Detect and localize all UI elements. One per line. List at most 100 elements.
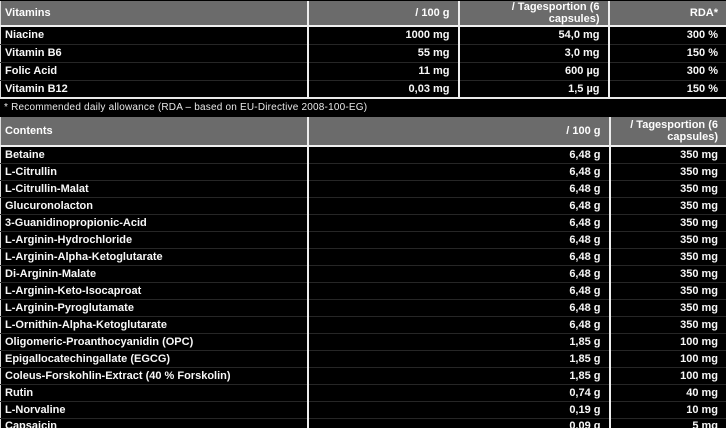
- per-100g-value: 6,48 g: [307, 162, 611, 180]
- per-100g-value: 0,74 g: [307, 383, 611, 401]
- per-100g-value: 6,48 g: [307, 315, 611, 333]
- portion-value: 350 mg: [609, 315, 726, 333]
- table-row: L-Arginin-Alpha-Ketoglutarate 6,48 g 350…: [0, 247, 726, 265]
- portion-value: 350 mg: [609, 230, 726, 248]
- portion-value: 350 mg: [609, 213, 726, 231]
- per-100g-value: 6,48 g: [307, 213, 611, 231]
- table-row: Betaine 6,48 g 350 mg: [0, 146, 726, 163]
- per-100g-value: 55 mg: [307, 43, 460, 62]
- portion-value: 350 mg: [609, 162, 726, 180]
- table-row: Niacine 1000 mg 54,0 mg 300 %: [0, 26, 726, 44]
- table-row: Folic Acid 11 mg 600 µg 300 %: [0, 61, 726, 80]
- per-100g-value: 1,85 g: [307, 332, 611, 350]
- vitamins-header-rda: RDA*: [608, 1, 726, 27]
- table-row: Vitamin B12 0,03 mg 1,5 µg 150 %: [0, 79, 726, 98]
- per-100g-value: 0,09 g: [307, 417, 611, 428]
- table-row: L-Arginin-Keto-Isocaproat 6,48 g 350 mg: [0, 281, 726, 299]
- per-100g-value: 1,85 g: [307, 366, 611, 384]
- ingredient-name: Epigallocatechingallate (EGCG): [0, 349, 309, 367]
- rda-footnote: * Recommended daily allowance (RDA – bas…: [4, 102, 368, 113]
- table-row: Coleus-Forskohlin-Extract (40 % Forskoli…: [0, 366, 726, 384]
- table-row: L-Ornithin-Alpha-Ketoglutarate 6,48 g 35…: [0, 315, 726, 333]
- portion-value: 100 mg: [609, 332, 726, 350]
- per-100g-value: 0,03 mg: [307, 79, 460, 98]
- table-row: L-Citrullin-Malat 6,48 g 350 mg: [0, 179, 726, 197]
- per-100g-value: 0,19 g: [307, 400, 611, 418]
- ingredient-name: L-Citrullin-Malat: [0, 179, 309, 197]
- portion-value: 54,0 mg: [458, 26, 610, 44]
- contents-header-name: Contents: [0, 117, 309, 147]
- ingredient-name: 3-Guanidinopropionic-Acid: [0, 213, 309, 231]
- vitamins-header-name: Vitamins: [0, 1, 309, 27]
- rda-value: 300 %: [608, 61, 726, 80]
- rda-value: 150 %: [608, 79, 726, 98]
- table-row: 3-Guanidinopropionic-Acid 6,48 g 350 mg: [0, 213, 726, 231]
- portion-value: 350 mg: [609, 264, 726, 282]
- ingredient-name: L-Arginin-Keto-Isocaproat: [0, 281, 309, 299]
- portion-value: 3,0 mg: [458, 43, 610, 62]
- per-100g-value: 6,48 g: [307, 146, 611, 163]
- ingredient-name: Coleus-Forskohlin-Extract (40 % Forskoli…: [0, 366, 309, 384]
- table-row: Oligomeric-Proanthocyanidin (OPC) 1,85 g…: [0, 332, 726, 350]
- table-row: L-Arginin-Pyroglutamate 6,48 g 350 mg: [0, 298, 726, 316]
- per-100g-value: 6,48 g: [307, 298, 611, 316]
- per-100g-value: 1,85 g: [307, 349, 611, 367]
- table-row: Rutin 0,74 g 40 mg: [0, 383, 726, 401]
- portion-value: 5 mg: [609, 417, 726, 428]
- portion-value: 350 mg: [609, 247, 726, 265]
- ingredient-name: L-Arginin-Hydrochloride: [0, 230, 309, 248]
- vitamins-table: Vitamins / 100 g / Tagesportion (6 capsu…: [0, 1, 726, 99]
- table-row: Glucuronolacton 6,48 g 350 mg: [0, 196, 726, 214]
- vitamin-name: Folic Acid: [0, 61, 309, 80]
- table-row: L-Norvaline 0,19 g 10 mg: [0, 400, 726, 418]
- ingredient-name: Oligomeric-Proanthocyanidin (OPC): [0, 332, 309, 350]
- portion-value: 1,5 µg: [458, 79, 610, 98]
- per-100g-value: 6,48 g: [307, 196, 611, 214]
- ingredient-name: Capsaicin: [0, 417, 309, 428]
- table-row: Capsaicin 0,09 g 5 mg: [0, 417, 726, 428]
- table-row: L-Arginin-Hydrochloride 6,48 g 350 mg: [0, 230, 726, 248]
- portion-value: 600 µg: [458, 61, 610, 80]
- vitamin-name: Vitamin B12: [0, 79, 309, 98]
- portion-value: 100 mg: [609, 366, 726, 384]
- portion-value: 350 mg: [680, 148, 718, 161]
- contents-header-portion: / Tagesportion (6 capsules): [609, 117, 726, 147]
- per-100g-value: 6,48 g: [307, 247, 611, 265]
- portion-value: 350 mg: [609, 298, 726, 316]
- contents-table: Contents / 100 g / Tagesportion (6 capsu…: [0, 117, 726, 428]
- portion-value: 350 mg: [609, 179, 726, 197]
- vitamins-header-row: Vitamins / 100 g / Tagesportion (6 capsu…: [0, 1, 726, 27]
- per-100g-value: 6,48 g: [307, 179, 611, 197]
- per-100g-value: 6,48 g: [307, 281, 611, 299]
- ingredient-name: L-Arginin-Pyroglutamate: [0, 298, 309, 316]
- table-row: Di-Arginin-Malate 6,48 g 350 mg: [0, 264, 726, 282]
- vitamin-name: Vitamin B6: [0, 43, 309, 62]
- ingredient-name: Rutin: [0, 383, 309, 401]
- portion-value: 40 mg: [609, 383, 726, 401]
- portion-value: 350 mg: [609, 196, 726, 214]
- portion-value: 10 mg: [609, 400, 726, 418]
- ingredient-name: L-Citrullin: [0, 162, 309, 180]
- vitamins-header-per100g: / 100 g: [307, 1, 460, 27]
- ingredient-name: Glucuronolacton: [0, 196, 309, 214]
- table-row: L-Citrullin 6,48 g 350 mg: [0, 162, 726, 180]
- contents-header-per100g: / 100 g: [307, 117, 611, 147]
- ingredient-name: L-Norvaline: [0, 400, 309, 418]
- vitamin-name: Niacine: [0, 26, 309, 44]
- ingredient-name: Betaine: [0, 146, 309, 163]
- ingredient-name: L-Ornithin-Alpha-Ketoglutarate: [0, 315, 309, 333]
- per-100g-value: 1000 mg: [307, 26, 460, 44]
- rda-value: 300 %: [686, 29, 718, 42]
- ingredient-name: L-Arginin-Alpha-Ketoglutarate: [0, 247, 309, 265]
- table-row: Epigallocatechingallate (EGCG) 1,85 g 10…: [0, 349, 726, 367]
- table-row: Vitamin B6 55 mg 3,0 mg 150 %: [0, 43, 726, 62]
- per-100g-value: 6,48 g: [307, 230, 611, 248]
- portion-value: 100 mg: [609, 349, 726, 367]
- rda-value: 150 %: [608, 43, 726, 62]
- per-100g-value: 11 mg: [307, 61, 460, 80]
- portion-value: 350 mg: [609, 281, 726, 299]
- per-100g-value: 6,48 g: [307, 264, 611, 282]
- ingredient-name: Di-Arginin-Malate: [0, 264, 309, 282]
- contents-header-row: Contents / 100 g / Tagesportion (6 capsu…: [0, 117, 726, 147]
